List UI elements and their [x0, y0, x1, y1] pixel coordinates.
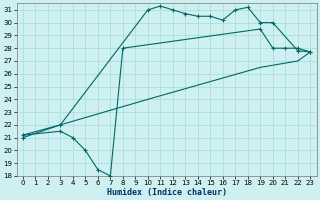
X-axis label: Humidex (Indice chaleur): Humidex (Indice chaleur): [107, 188, 227, 197]
